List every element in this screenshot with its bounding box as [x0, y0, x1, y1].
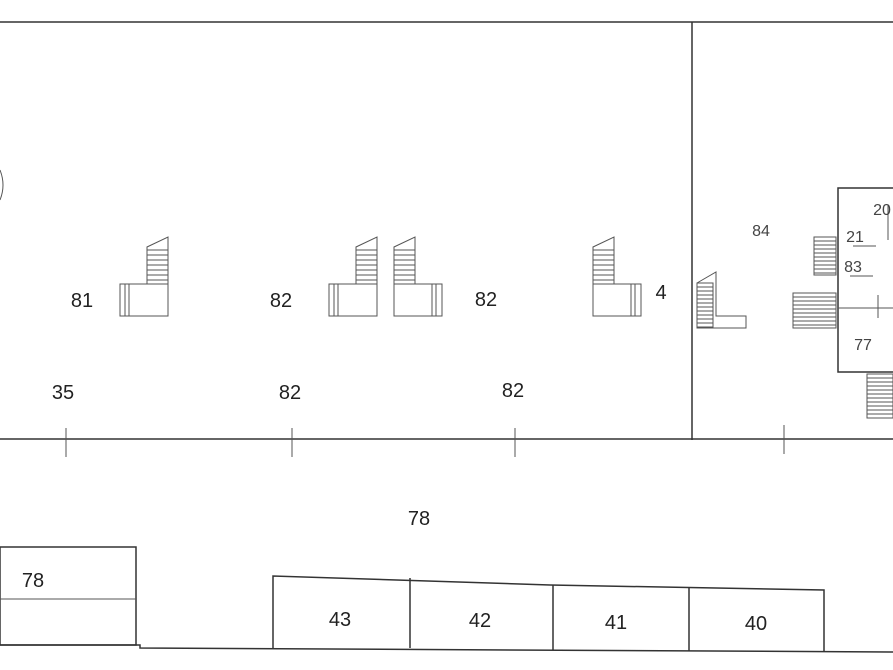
dimension-35-label: 35 — [52, 382, 74, 404]
staircase-icon — [696, 282, 714, 329]
unit-43-label: 43 — [329, 609, 351, 631]
staircase-icon — [866, 373, 893, 419]
staircase-icon — [592, 236, 642, 317]
staircase-icon — [813, 236, 837, 276]
unit-41-label: 41 — [605, 612, 627, 634]
dimension-82-label: 82 — [502, 380, 524, 402]
room-81-label: 81 — [71, 290, 93, 312]
staircase-icon — [393, 236, 443, 317]
room-82-label: 82 — [475, 289, 497, 311]
corridor-78-label: 78 — [408, 508, 430, 530]
room-20-label: 20 — [873, 202, 891, 219]
room-4-label: 4 — [655, 282, 666, 304]
bottom-units — [0, 546, 893, 653]
room-82-label: 82 — [270, 290, 292, 312]
room-83-label: 83 — [844, 259, 862, 276]
room-21-label: 21 — [846, 229, 864, 246]
unit-78 — [0, 546, 137, 646]
dimension-82-label: 82 — [279, 382, 301, 404]
room-84-label: 84 — [752, 223, 770, 240]
room-77-label: 77 — [854, 337, 872, 354]
unit-40-label: 40 — [745, 613, 767, 635]
staircases — [119, 236, 893, 419]
staircase-icon — [119, 236, 169, 317]
walls — [0, 21, 893, 457]
room-block-right — [837, 187, 893, 373]
staircase-icon — [328, 236, 378, 317]
staircase-icon — [696, 271, 747, 329]
unit-42-label: 42 — [469, 610, 491, 632]
unit-78-label: 78 — [22, 570, 44, 592]
staircase-icon — [792, 292, 837, 329]
